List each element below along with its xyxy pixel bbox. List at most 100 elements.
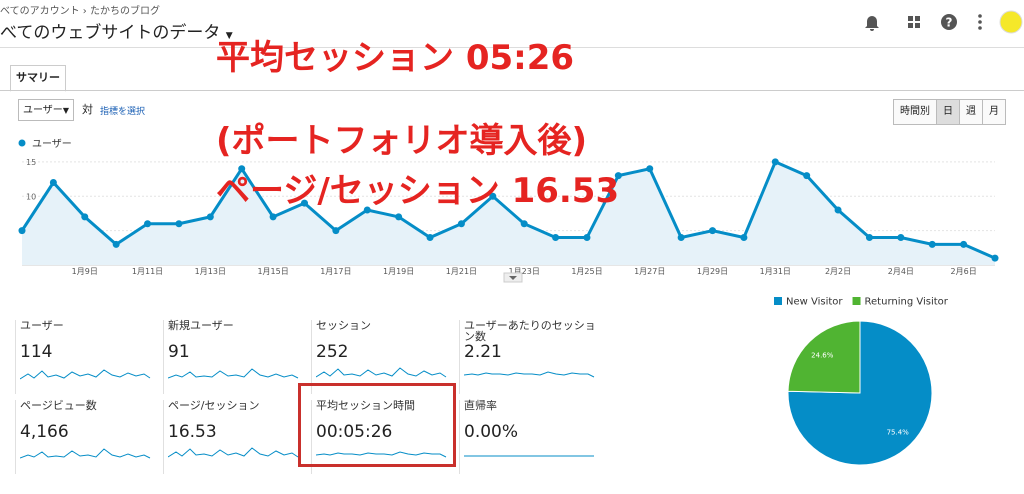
data-point[interactable] bbox=[520, 220, 528, 228]
period-button[interactable]: 日 bbox=[936, 99, 960, 125]
x-tick-label: 1月17日 bbox=[320, 267, 351, 276]
data-point[interactable] bbox=[897, 234, 905, 241]
period-button[interactable]: 時間別 bbox=[893, 99, 937, 125]
data-point[interactable] bbox=[206, 213, 214, 221]
sparkline-path bbox=[316, 451, 447, 458]
metric-card[interactable]: ユーザーあたりのセッション数 2.21 bbox=[459, 320, 599, 394]
dropdown-text: ユーザー bbox=[23, 105, 63, 116]
view-title-text[interactable]: べてのウェブサイトのデータ bbox=[0, 23, 221, 43]
legend-label[interactable]: New Visitor bbox=[786, 297, 843, 308]
data-point[interactable] bbox=[300, 199, 308, 207]
metric-dropdown[interactable]: ユーザー ▼ bbox=[18, 99, 74, 121]
x-tick-label: 1月13日 bbox=[195, 267, 226, 276]
sparkline-path bbox=[168, 368, 299, 379]
help-glyph: ? bbox=[946, 16, 953, 30]
legend-label: ユーザー bbox=[32, 138, 72, 150]
data-point[interactable] bbox=[269, 213, 277, 221]
metric-label: セッション bbox=[316, 319, 371, 332]
highlight-box bbox=[298, 383, 456, 467]
metric-value: 16.53 bbox=[168, 422, 217, 442]
x-tick-label: 2月4日 bbox=[888, 267, 914, 276]
x-tick-label: 1月15日 bbox=[257, 267, 288, 276]
data-point[interactable] bbox=[238, 165, 246, 173]
metric-label: ユーザー bbox=[20, 319, 64, 332]
period-button[interactable]: 週 bbox=[959, 99, 983, 125]
collapse-caret bbox=[509, 276, 517, 280]
menu-icon[interactable] bbox=[978, 14, 982, 30]
sparkline-path bbox=[20, 448, 151, 459]
data-point[interactable] bbox=[771, 158, 779, 166]
view-title[interactable]: べてのウェブサイトのデータ ▼ bbox=[0, 18, 233, 43]
data-point[interactable] bbox=[457, 220, 465, 228]
pie-slice[interactable] bbox=[787, 320, 861, 394]
select-metric-link[interactable]: 指標を選択 bbox=[100, 107, 146, 117]
divider bbox=[0, 47, 1024, 48]
data-point[interactable] bbox=[803, 172, 811, 180]
data-point[interactable] bbox=[834, 206, 842, 214]
metric-card[interactable]: ページ/セッション 16.53 bbox=[163, 400, 303, 474]
x-tick-label: 1月21日 bbox=[446, 267, 477, 276]
legend-label[interactable]: Returning Visitor bbox=[865, 297, 949, 308]
data-point[interactable] bbox=[646, 165, 654, 173]
sparkline-path bbox=[168, 447, 299, 458]
caret: ▼ bbox=[225, 31, 233, 41]
metric-value: 2.21 bbox=[464, 342, 502, 362]
metric-card[interactable]: ユーザー 114 bbox=[15, 320, 155, 394]
data-point[interactable] bbox=[175, 220, 183, 228]
sparkline bbox=[20, 369, 151, 380]
data-point[interactable] bbox=[81, 213, 89, 221]
annotation: ページ/セッション 16.53 bbox=[216, 171, 620, 211]
data-point[interactable] bbox=[18, 227, 26, 235]
data-point[interactable] bbox=[332, 227, 340, 235]
help-icon[interactable] bbox=[941, 14, 957, 30]
sparkline-path bbox=[316, 367, 447, 378]
data-point[interactable] bbox=[614, 172, 622, 180]
data-point[interactable] bbox=[709, 227, 717, 235]
versus-text: 対 bbox=[82, 103, 93, 116]
sparkline bbox=[316, 367, 447, 378]
breadcrumb[interactable]: べてのアカウント › たかちのブログ bbox=[0, 6, 160, 17]
x-tick-label: 1月27日 bbox=[634, 267, 665, 276]
metric-value: 114 bbox=[20, 342, 53, 362]
metric-card[interactable]: 直帰率 0.00% bbox=[459, 400, 599, 474]
sparkline-path bbox=[464, 371, 595, 378]
sparkline bbox=[464, 371, 595, 378]
area bbox=[22, 161, 995, 265]
period-button[interactable]: 月 bbox=[982, 99, 1006, 125]
sparkline bbox=[168, 447, 299, 458]
data-point[interactable] bbox=[489, 192, 497, 200]
data-point[interactable] bbox=[991, 254, 999, 262]
data-point[interactable] bbox=[960, 240, 968, 248]
line-chart: 51015ユーザー1月9日1月11日1月13日1月15日1月17日1月19日1月… bbox=[18, 138, 999, 283]
data-point[interactable] bbox=[928, 240, 936, 248]
data-point[interactable] bbox=[49, 179, 57, 186]
data-point[interactable] bbox=[426, 234, 434, 241]
tab[interactable]: サマリー bbox=[10, 65, 66, 92]
legend-marker bbox=[18, 139, 26, 147]
data-point[interactable] bbox=[552, 234, 560, 241]
metric-label: ページ/セッション bbox=[168, 399, 260, 412]
data-point[interactable] bbox=[740, 234, 748, 241]
metric-card[interactable]: セッション 252 bbox=[311, 320, 451, 394]
slice-label: 24.6% bbox=[811, 351, 834, 359]
metric-card[interactable]: 平均セッション時間 00:05:26 bbox=[311, 400, 451, 474]
data-point[interactable] bbox=[865, 234, 873, 241]
metric-label: ページビュー数 bbox=[20, 399, 97, 412]
metric-card[interactable]: ページビュー数 4,166 bbox=[15, 400, 155, 474]
x-tick-label: 1月31日 bbox=[760, 267, 791, 276]
sparkline-path bbox=[20, 369, 151, 380]
data-point[interactable] bbox=[583, 234, 591, 241]
bell-icon[interactable] bbox=[865, 16, 879, 31]
avatar[interactable] bbox=[999, 10, 1023, 34]
apps-icon[interactable] bbox=[908, 16, 920, 28]
sparkline bbox=[168, 368, 299, 379]
data-point[interactable] bbox=[395, 213, 403, 221]
annotation: (ポートフォリオ導入後) bbox=[216, 121, 588, 161]
legend-swatch bbox=[774, 297, 782, 305]
data-point[interactable] bbox=[677, 234, 685, 241]
data-point[interactable] bbox=[144, 220, 152, 228]
pie-slice[interactable] bbox=[787, 320, 933, 466]
data-point[interactable] bbox=[112, 240, 120, 248]
data-point[interactable] bbox=[363, 206, 371, 214]
metric-card[interactable]: 新規ユーザー 91 bbox=[163, 320, 303, 394]
